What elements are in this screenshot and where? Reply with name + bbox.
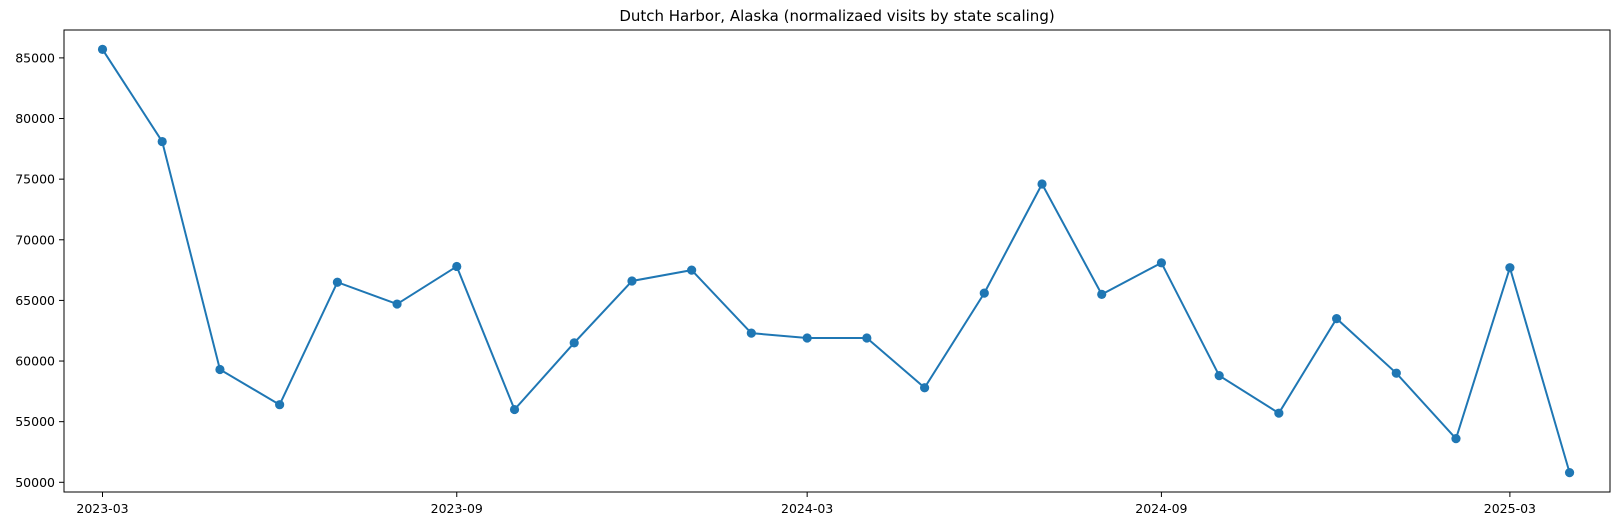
y-tick-label: 50000 xyxy=(15,475,55,490)
x-tick-label: 2024-03 xyxy=(781,501,833,516)
y-tick-label: 55000 xyxy=(15,414,55,429)
data-point xyxy=(97,44,108,55)
data-point xyxy=(1451,434,1461,444)
chart-title: Dutch Harbor, Alaska (normalizaed visits… xyxy=(619,7,1054,25)
data-point xyxy=(979,288,989,298)
data-point xyxy=(1097,289,1107,299)
data-point xyxy=(392,299,402,309)
data-point xyxy=(920,383,930,393)
data-point xyxy=(509,404,520,415)
x-tick-label: 2025-03 xyxy=(1484,501,1536,516)
y-tick-label: 75000 xyxy=(15,172,55,187)
data-point xyxy=(1156,258,1167,268)
data-point xyxy=(215,364,225,375)
y-tick-label: 60000 xyxy=(15,354,55,369)
data-point xyxy=(1332,314,1342,324)
data-point xyxy=(452,261,462,272)
x-tick-label: 2023-03 xyxy=(76,501,128,516)
data-point xyxy=(627,276,637,286)
data-point xyxy=(802,333,812,343)
series-line xyxy=(101,48,1571,473)
data-point xyxy=(1274,408,1284,418)
data-point xyxy=(687,265,697,275)
x-tick-label: 2024-09 xyxy=(1135,501,1187,516)
data-point xyxy=(569,338,579,348)
series-markers xyxy=(97,44,1575,478)
data-point xyxy=(1564,468,1575,478)
plot-area xyxy=(63,29,1611,493)
data-point xyxy=(1214,370,1224,381)
data-point xyxy=(862,333,872,343)
y-tick-label: 65000 xyxy=(15,293,55,308)
y-axis: 50000 55000 60000 65000 70000 75000 80000 85000 xyxy=(15,50,64,490)
x-tick-label: 2023-09 xyxy=(431,501,483,516)
data-point xyxy=(275,400,285,410)
x-axis: 2023-03 2023-09 2024-03 2024-09 2025-03 xyxy=(76,492,1536,516)
y-tick-label: 70000 xyxy=(15,232,55,247)
data-point xyxy=(1391,368,1401,378)
y-tick-label: 80000 xyxy=(15,111,55,126)
data-point xyxy=(1505,263,1515,273)
data-point xyxy=(157,136,167,147)
data-point xyxy=(746,328,756,338)
y-tick-label: 85000 xyxy=(15,50,55,65)
data-point xyxy=(332,277,342,287)
data-point xyxy=(1037,179,1047,189)
